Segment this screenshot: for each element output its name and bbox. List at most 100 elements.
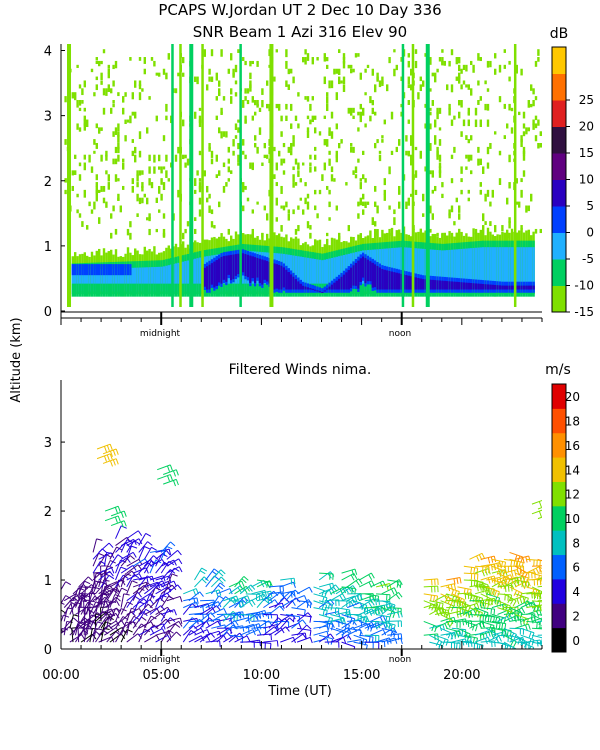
snr-cell bbox=[88, 154, 91, 163]
snr-cell bbox=[95, 142, 98, 149]
snr-cell bbox=[460, 131, 463, 137]
snr-cell bbox=[86, 269, 89, 292]
snr-cell bbox=[520, 178, 523, 183]
snr-cell bbox=[506, 197, 509, 205]
snr-cell bbox=[330, 284, 334, 290]
snr-cell bbox=[297, 256, 300, 292]
snr-cell bbox=[436, 280, 439, 290]
snr-colorbar-unit: dB bbox=[550, 26, 569, 42]
snr-cell bbox=[134, 154, 137, 163]
snr-cell bbox=[383, 119, 386, 125]
snr-cell bbox=[177, 146, 180, 154]
snr-cell bbox=[90, 264, 94, 276]
snr-cell bbox=[196, 170, 199, 176]
snr-cell bbox=[158, 72, 161, 77]
snr-cell bbox=[174, 283, 178, 297]
snr-cell bbox=[501, 225, 504, 232]
snr-cell bbox=[222, 96, 226, 101]
snr-cell bbox=[357, 260, 360, 289]
snr-cell bbox=[304, 96, 307, 100]
snr-cell bbox=[297, 281, 300, 290]
snr-cell bbox=[407, 84, 410, 89]
wind-barb bbox=[330, 617, 346, 625]
snr-cell bbox=[174, 154, 178, 162]
snr-cell bbox=[280, 205, 283, 209]
snr-cell bbox=[323, 139, 326, 146]
snr-cell bbox=[314, 166, 317, 172]
wind-barb bbox=[347, 593, 362, 600]
snr-cell bbox=[158, 209, 161, 213]
winds-colorbar-tick-label: 2 bbox=[572, 609, 580, 623]
snr-cell bbox=[328, 158, 331, 166]
snr-cell bbox=[316, 213, 319, 219]
snr-cell bbox=[410, 247, 413, 292]
snr-cell bbox=[102, 49, 106, 54]
snr-cell bbox=[114, 174, 118, 182]
snr-cell bbox=[273, 263, 276, 290]
wind-barb bbox=[110, 510, 127, 518]
snr-cell bbox=[477, 100, 480, 105]
wind-barb bbox=[497, 572, 511, 585]
snr-cell bbox=[256, 60, 259, 67]
snr-cell bbox=[100, 283, 103, 297]
snr-cell bbox=[186, 260, 190, 292]
snr-cell bbox=[484, 80, 487, 85]
snr-colorbar-swatch bbox=[552, 232, 566, 260]
snr-cell bbox=[482, 225, 485, 229]
snr-rain-column bbox=[513, 44, 517, 307]
wind-barb bbox=[537, 620, 542, 622]
snr-rain-column bbox=[269, 44, 274, 307]
wind-barb bbox=[103, 589, 119, 602]
snr-cell bbox=[309, 166, 312, 173]
snr-cell bbox=[446, 281, 449, 290]
snr-cell bbox=[287, 213, 290, 221]
snr-cell bbox=[297, 123, 300, 129]
wind-barb bbox=[387, 620, 402, 628]
wind-barb bbox=[341, 641, 356, 649]
snr-cell bbox=[498, 285, 502, 290]
snr-cell bbox=[515, 64, 518, 72]
snr-cell bbox=[148, 154, 151, 162]
snr-cell bbox=[280, 158, 283, 166]
snr-cell bbox=[474, 228, 478, 235]
snr-cell bbox=[465, 135, 468, 140]
snr-cell bbox=[520, 189, 523, 198]
snr-cell bbox=[184, 283, 187, 297]
snr-cell bbox=[105, 268, 108, 292]
snr-cell bbox=[196, 258, 199, 292]
winds-colorbar-tick-label: 8 bbox=[572, 536, 580, 550]
wind-barb bbox=[92, 580, 105, 595]
snr-cell bbox=[182, 119, 185, 127]
snr-cell bbox=[438, 280, 442, 290]
snr-cell bbox=[234, 135, 238, 139]
wind-barb bbox=[194, 620, 211, 629]
snr-cell bbox=[527, 285, 530, 290]
snr-cell bbox=[347, 107, 350, 114]
snr-cell bbox=[78, 100, 82, 106]
snr-cell bbox=[256, 283, 259, 297]
snr-cell bbox=[220, 107, 223, 114]
snr-cell bbox=[450, 205, 454, 213]
wind-barb bbox=[216, 596, 231, 608]
wind-barb bbox=[126, 530, 143, 540]
snr-cell bbox=[256, 146, 259, 154]
snr-cell bbox=[78, 213, 82, 218]
snr-cell bbox=[222, 256, 226, 280]
snr-cell bbox=[434, 139, 437, 145]
snr-cell bbox=[136, 193, 139, 202]
snr-cell bbox=[218, 127, 221, 134]
snr-cell bbox=[407, 53, 410, 58]
winds-colorbar-tick-label: 18 bbox=[565, 415, 580, 429]
wind-barb bbox=[78, 576, 93, 588]
snr-cell bbox=[83, 123, 86, 131]
snr-cell bbox=[522, 123, 526, 129]
figure-title-line2: SNR Beam 1 Azi 316 Elev 90 bbox=[193, 23, 407, 41]
wind-barb bbox=[497, 565, 513, 573]
snr-cell bbox=[434, 76, 437, 83]
snr-cell bbox=[148, 166, 151, 174]
snr-cell bbox=[138, 170, 142, 176]
snr-cell bbox=[90, 283, 94, 297]
snr-cell bbox=[323, 115, 326, 119]
snr-cell bbox=[117, 268, 120, 292]
snr-cell bbox=[400, 273, 403, 290]
